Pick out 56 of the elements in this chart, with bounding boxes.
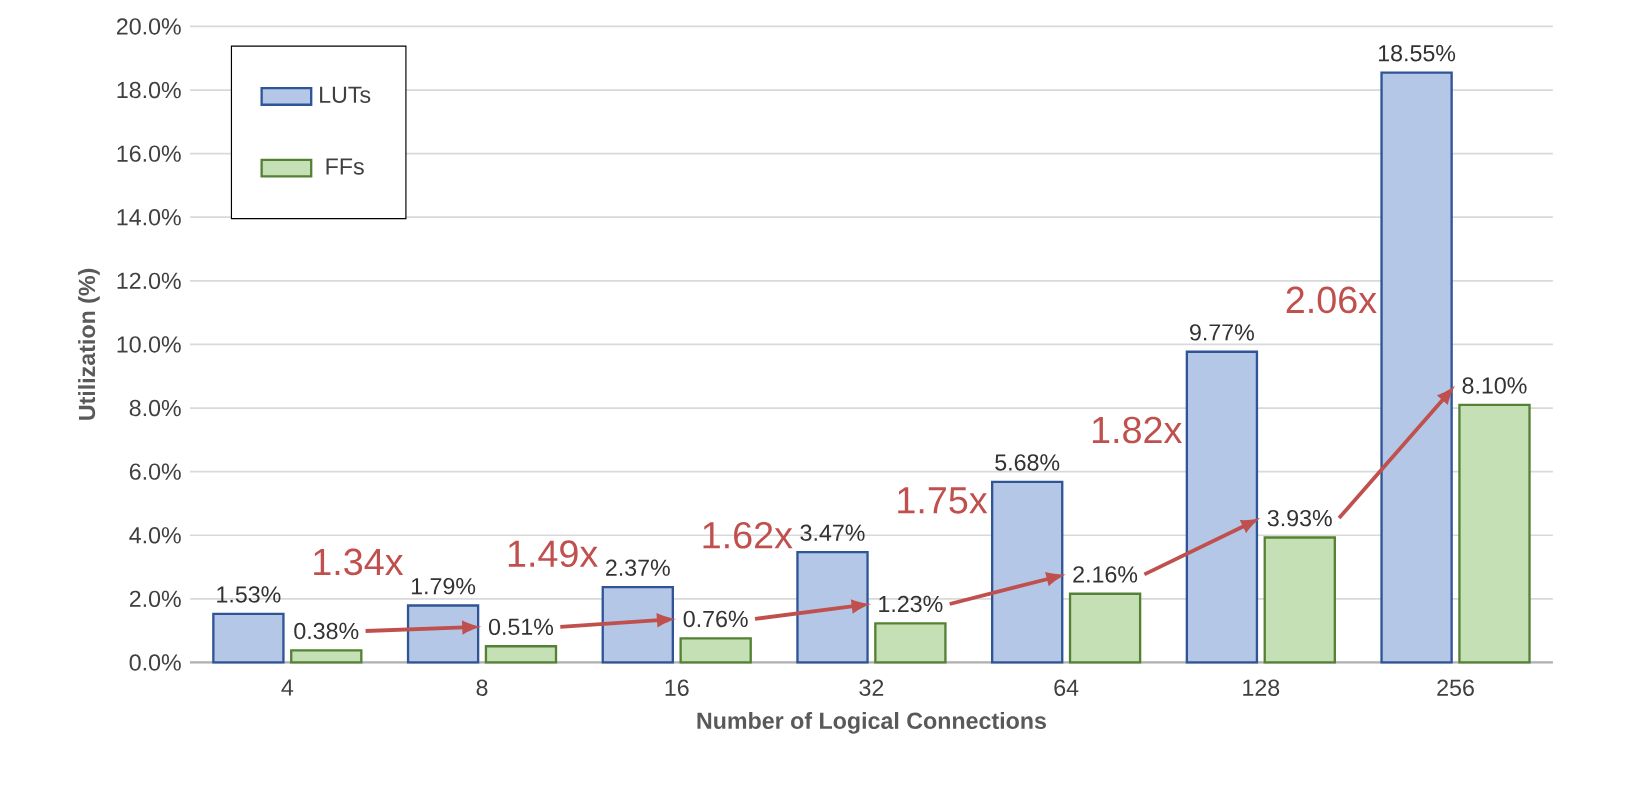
y-tick-label: 12.0% bbox=[117, 272, 181, 290]
bar bbox=[679, 637, 752, 664]
data-label: 3.93% bbox=[1267, 509, 1332, 527]
data-label: 18.55% bbox=[1378, 45, 1456, 62]
data-label: 3.47% bbox=[800, 524, 865, 542]
y-tick-label: 4.0% bbox=[129, 527, 181, 544]
bar bbox=[290, 649, 363, 664]
bar bbox=[796, 551, 869, 664]
x-tick-label: 4 bbox=[281, 679, 294, 696]
y-tick-label: 14.0% bbox=[117, 209, 181, 226]
y-tick-label: 6.0% bbox=[129, 463, 181, 480]
x-tick-label: 64 bbox=[1054, 679, 1079, 696]
annotation: 1.62x bbox=[703, 521, 793, 549]
legend-label: FFs bbox=[326, 158, 364, 175]
data-label: 1.23% bbox=[879, 595, 943, 613]
x-tick-label: 128 bbox=[1243, 679, 1280, 696]
bar bbox=[1185, 350, 1259, 664]
data-label: 2.16% bbox=[1073, 566, 1138, 583]
x-tick-label: 32 bbox=[859, 679, 884, 696]
data-label: 9.77% bbox=[1190, 324, 1254, 341]
data-label: 5.68% bbox=[995, 454, 1060, 471]
bar bbox=[1263, 536, 1336, 664]
y-tick-label: 20.0% bbox=[116, 18, 181, 35]
bar bbox=[1458, 403, 1531, 664]
data-label: 1.79% bbox=[411, 578, 476, 595]
bar bbox=[484, 645, 558, 664]
y-tick-label: 18.0% bbox=[117, 81, 181, 99]
data-label: 8.10% bbox=[1462, 377, 1527, 394]
data-label: 0.51% bbox=[488, 618, 554, 636]
bar bbox=[1380, 71, 1453, 664]
y-tick-label: 10.0% bbox=[117, 336, 181, 353]
x-axis-title: Number of Logical Connections bbox=[697, 712, 1046, 734]
data-label: 0.38% bbox=[294, 622, 359, 640]
y-tick-label: 16.0% bbox=[117, 145, 181, 162]
annotation: 1.82x bbox=[1092, 416, 1182, 444]
bar bbox=[1068, 592, 1142, 664]
bar bbox=[601, 585, 674, 664]
data-label: 1.53% bbox=[217, 586, 281, 603]
y-tick-label: 2.0% bbox=[129, 590, 181, 608]
legend-label: LUTs bbox=[320, 86, 371, 103]
x-tick-label: 8 bbox=[476, 679, 488, 696]
annotation: 1.34x bbox=[314, 548, 404, 576]
bar bbox=[990, 480, 1064, 664]
x-tick-label: 16 bbox=[665, 679, 689, 696]
annotation: 1.49x bbox=[508, 540, 598, 568]
y-tick-label: 8.0% bbox=[129, 399, 181, 417]
data-label: 2.37% bbox=[606, 559, 670, 576]
bar bbox=[874, 622, 947, 664]
data-label: 0.76% bbox=[683, 610, 748, 628]
y-axis-title: Utilization (%) bbox=[78, 268, 100, 420]
annotation: 2.06x bbox=[1286, 286, 1377, 314]
bar bbox=[212, 612, 285, 664]
bar bbox=[406, 604, 480, 664]
y-tick-label: 0.0% bbox=[129, 654, 181, 671]
x-tick-label: 256 bbox=[1437, 679, 1474, 696]
annotation: 1.75x bbox=[898, 487, 988, 514]
